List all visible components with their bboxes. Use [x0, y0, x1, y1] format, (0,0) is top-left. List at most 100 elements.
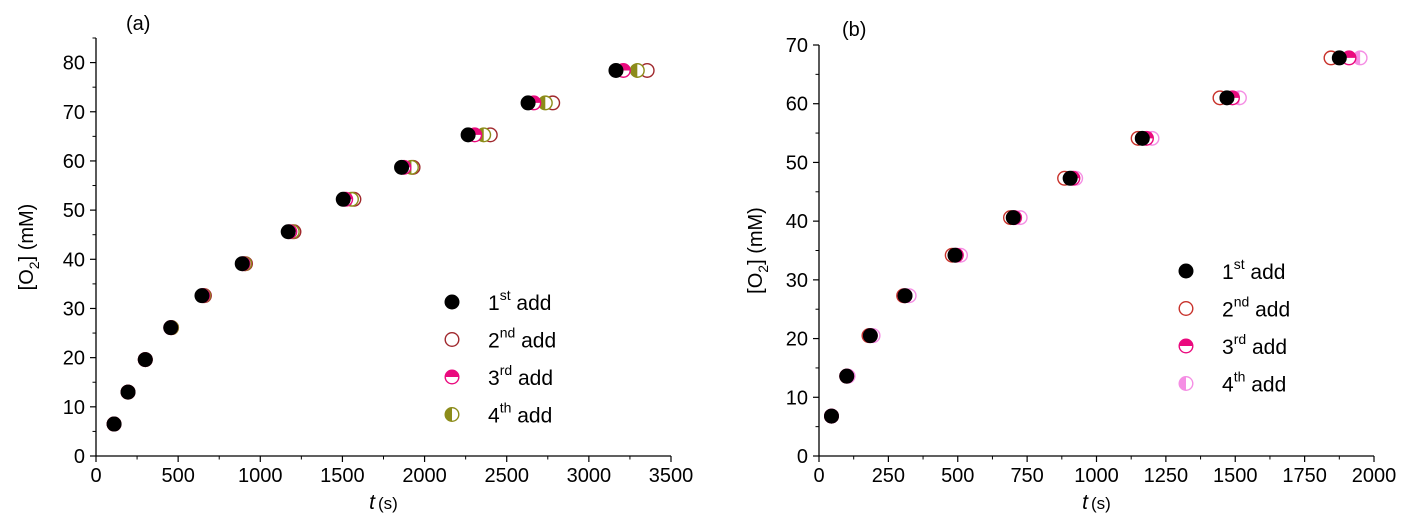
legend-marker [444, 407, 460, 423]
data-point [608, 62, 624, 78]
legend-label-num: 4 [488, 405, 500, 428]
x-tick-label: 1000 [238, 465, 283, 487]
y-tick-label: 30 [63, 298, 85, 320]
data-point [823, 408, 839, 424]
data-point [1005, 210, 1021, 226]
y-axis-title: [O2] (mM) [16, 204, 42, 291]
data-point [839, 368, 855, 384]
x-axis-title-var: t [369, 491, 376, 514]
x-axis-title-unit: (s) [1091, 494, 1111, 513]
legend-label-sup: th [1234, 369, 1246, 385]
series-4 [823, 50, 1368, 424]
panel-label: (b) [842, 19, 866, 41]
y-axis-title-sub: 2 [26, 261, 42, 269]
y-tick-label: 70 [786, 35, 808, 57]
legend-marker [444, 294, 460, 310]
y-tick-label: 0 [74, 446, 85, 468]
y-axis-title-unit: ] (mM) [16, 204, 38, 262]
chart-panel-a: 0 500 1000 1500 2000 2500 3000 3500 0 10 20 30 40 50 6… [16, 13, 693, 514]
legend-label: 1st add [488, 287, 551, 315]
x-tick-label: 2000 [402, 465, 447, 487]
legend-label-rest: add [512, 367, 553, 390]
y-tick-label: 40 [786, 211, 808, 233]
legend-label: 3rd add [1222, 331, 1287, 359]
y-tick-label: 60 [786, 94, 808, 116]
x-axis-title: t (s) [1082, 491, 1111, 514]
y-tick-label: 50 [786, 152, 808, 174]
x-axis-title-unit: (s) [378, 494, 398, 513]
x-tick-label: 500 [161, 465, 194, 487]
legend-label: 2nd add [1222, 294, 1290, 322]
data-point [194, 288, 210, 304]
x-tick-label: 0 [813, 465, 824, 487]
series-1 [106, 62, 624, 432]
data-point [629, 62, 645, 78]
y-axis-title-main: [O [745, 273, 767, 294]
legend-label-rest: add [511, 405, 552, 428]
legend-label-num: 4 [1222, 374, 1234, 397]
legend-label-num: 3 [488, 367, 500, 390]
series-3 [823, 50, 1357, 424]
legend-label-rest: add [1249, 299, 1290, 322]
data-point [394, 159, 410, 175]
x-tick-label: 1500 [1213, 465, 1258, 487]
series-4 [106, 62, 645, 432]
legend-label-num: 1 [1222, 261, 1234, 284]
y-tick-label: 70 [63, 102, 85, 124]
legend-label-num: 2 [488, 330, 500, 353]
y-tick-label: 20 [786, 329, 808, 351]
data-point [137, 352, 153, 368]
x-tick-label: 500 [941, 465, 974, 487]
series-2 [823, 50, 1339, 424]
x-tick-label: 2000 [1352, 465, 1397, 487]
legend-label-sup: rd [500, 362, 512, 378]
chart-panel-b: 0 250 500 750 1000 1250 1500 1750 2000 0 10 20 30 40 5… [745, 19, 1396, 514]
x-tick-label: 3000 [567, 465, 612, 487]
legend-label-num: 3 [1222, 336, 1234, 359]
data-point [234, 256, 250, 272]
legend-label: 1st add [1222, 256, 1285, 284]
x-tick-label: 250 [872, 465, 905, 487]
legend-marker [444, 332, 460, 348]
data-point [106, 416, 122, 432]
data-point [1331, 50, 1347, 66]
y-tick-label: 80 [63, 53, 85, 75]
legend-label-num: 2 [1222, 299, 1234, 322]
y-axis-title-sub: 2 [755, 265, 771, 273]
x-tick-label: 2500 [484, 465, 529, 487]
legend-label-rest: add [1245, 374, 1286, 397]
legend-label: 2nd add [488, 325, 556, 353]
legend-label-sup: nd [1234, 294, 1250, 310]
legend-label-sup: st [1234, 256, 1245, 272]
x-tick-label: 1250 [1144, 465, 1189, 487]
legend-label: 3rd add [488, 362, 553, 390]
legend-marker [1178, 301, 1194, 317]
legend-marker [1178, 263, 1194, 279]
data-point [1219, 90, 1235, 106]
legend-label-rest: add [511, 292, 552, 315]
data-point [460, 127, 476, 143]
series-2 [106, 62, 655, 432]
legend-marker [1178, 338, 1194, 354]
data-point [335, 191, 351, 207]
y-tick-label: 40 [63, 249, 85, 271]
y-tick-label: 20 [63, 348, 85, 370]
y-tick-label: 60 [63, 151, 85, 173]
y-axis-title: [O2] (mM) [745, 207, 771, 294]
legend-label-rest: add [1246, 336, 1287, 359]
legend-label-sup: st [500, 287, 511, 303]
data-point [897, 288, 913, 304]
x-tick-label: 1750 [1282, 465, 1327, 487]
legend-label-num: 1 [488, 292, 500, 315]
y-tick-label: 10 [786, 387, 808, 409]
data-point [947, 247, 963, 263]
x-axis-title: t (s) [369, 491, 398, 514]
legend-marker [444, 369, 460, 385]
x-tick-label: 1000 [1074, 465, 1119, 487]
y-tick-label: 10 [63, 397, 85, 419]
legend-label-sup: nd [500, 325, 516, 341]
legend-label-rest: add [1245, 261, 1286, 284]
y-axis-title-unit: ] (mM) [745, 207, 767, 265]
y-tick-label: 0 [797, 446, 808, 468]
